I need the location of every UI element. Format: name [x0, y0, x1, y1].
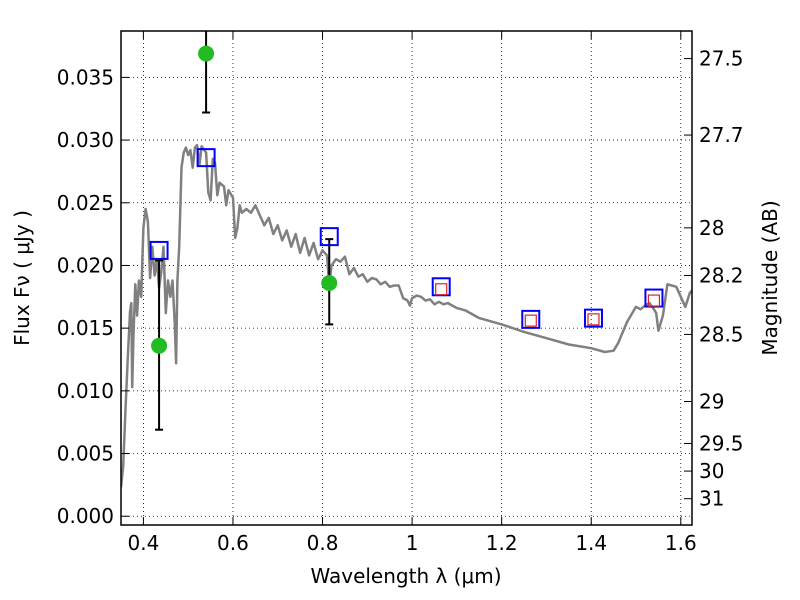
plot-frame	[120, 30, 693, 526]
error-bars	[155, 31, 334, 431]
right-tick-label: 28	[699, 216, 724, 240]
right-tick-label: 27.7	[699, 123, 744, 147]
y-tick-label: 0.010	[57, 379, 114, 403]
x-tick-label: 1.2	[486, 531, 518, 555]
observed-point	[151, 337, 168, 354]
inner-square	[587, 313, 600, 326]
y-tick-label: 0.025	[57, 191, 114, 215]
observed-points	[151, 45, 338, 354]
right-tick-label: 27.5	[699, 47, 744, 71]
y-tick-labels: 0.000 0.005 0.010 0.015 0.020 0.025 0.030 0.035	[57, 65, 114, 528]
x-tick-label: 1.4	[575, 531, 607, 555]
inner-square	[524, 314, 537, 327]
model-band-square	[583, 308, 603, 328]
y-tick-label: 0.035	[57, 65, 114, 89]
y-axis-title: Flux Fν ( μJy )	[10, 210, 34, 346]
right-tick-label: 28.2	[699, 263, 744, 287]
right-tick-labels: 27.5 27.7 28 28.2 28.5 29 29.5 30 31	[699, 47, 744, 511]
x-tick-label: 0.8	[307, 531, 339, 555]
x-tick-label: 0.6	[217, 531, 249, 555]
right-tick-label: 29.5	[699, 432, 744, 456]
y-tick-label: 0.030	[57, 128, 114, 152]
y-tick-label: 0.000	[57, 504, 114, 528]
model-spectrum-line	[121, 143, 692, 488]
inner-squares	[435, 283, 661, 327]
right-tick-label: 28.5	[699, 322, 744, 346]
model-band-square	[521, 309, 541, 329]
model-band-square	[149, 240, 169, 260]
inner-square	[435, 283, 448, 296]
right-tick-label: 31	[699, 487, 724, 511]
x-tick-label: 1	[406, 531, 419, 555]
observed-point	[198, 45, 215, 62]
right-tick-label: 29	[699, 390, 724, 414]
x-tick-label: 1.6	[665, 531, 697, 555]
x-tick-labels: 0.4 0.6 0.8 1 1.2 1.4 1.6	[127, 531, 696, 555]
y-tick-label: 0.015	[57, 316, 114, 340]
model-band-square	[319, 227, 339, 247]
observed-point	[321, 275, 338, 292]
right-axis-title: Magnitude (AB)	[758, 200, 782, 355]
axis-ticks	[121, 31, 692, 525]
y-tick-label: 0.005	[57, 442, 114, 466]
right-tick-label: 30	[699, 459, 724, 483]
plot-area	[121, 31, 692, 488]
x-tick-label: 0.4	[127, 531, 159, 555]
y-tick-label: 0.020	[57, 253, 114, 277]
x-axis-title: Wavelength λ (μm)	[310, 564, 501, 588]
model-band-square	[196, 148, 216, 168]
inner-square	[647, 294, 661, 307]
